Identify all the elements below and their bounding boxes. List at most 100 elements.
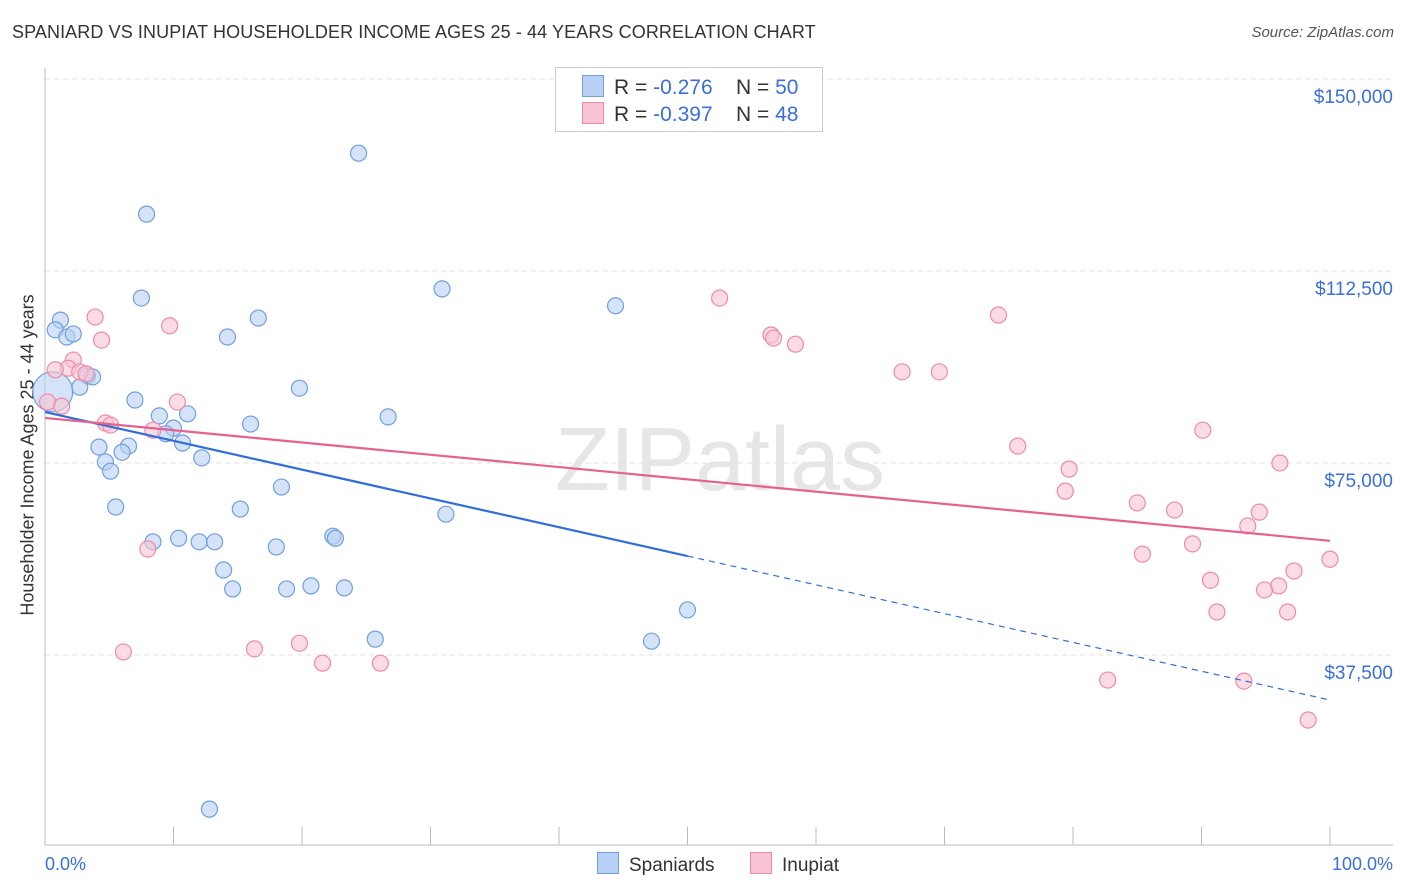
n-label: N = — [736, 76, 770, 99]
spaniards-point — [101, 462, 120, 480]
spaniards-trend-line — [44, 410, 688, 558]
legend-swatch-blue — [597, 852, 619, 874]
spaniards-point — [242, 415, 260, 433]
bottom-legend-spaniards[interactable]: Spaniards — [597, 852, 715, 877]
inupiat-point — [1194, 421, 1212, 439]
spaniards-point — [231, 500, 249, 518]
spaniards-point — [277, 580, 296, 598]
spaniards-point — [437, 505, 455, 523]
inupiat-point — [92, 331, 111, 349]
inupiat-point — [46, 361, 64, 379]
inupiat-point — [1250, 503, 1268, 521]
r-label: R = — [614, 76, 648, 99]
inupiat-point — [1201, 571, 1220, 589]
spaniards-trend-line-dashed — [687, 555, 1331, 701]
x-tick-label-min: 0.0% — [45, 854, 86, 874]
spaniards-point — [290, 379, 309, 397]
source-label: Source: ZipAtlas.com — [1251, 24, 1394, 41]
legend-swatch-blue — [582, 75, 604, 97]
watermark: ZIPatlas — [555, 410, 885, 510]
inupiat-point — [1235, 672, 1253, 690]
spaniards-point — [132, 289, 150, 307]
spaniards-point — [179, 405, 197, 423]
chart-title: SPANIARD VS INUPIAT HOUSEHOLDER INCOME A… — [12, 22, 816, 42]
spaniards-point — [126, 391, 144, 409]
inupiat-point — [1255, 581, 1274, 599]
inupiat-point — [161, 317, 179, 335]
r-value: -0.397 — [653, 103, 713, 126]
legend-swatch-pink — [582, 102, 604, 124]
inupiat-point — [1056, 482, 1074, 500]
inupiat-point — [290, 634, 309, 652]
legend-label: Spaniards — [629, 855, 715, 876]
spaniards-point — [193, 449, 211, 467]
y-tick-label: $150,000 — [1314, 87, 1393, 108]
inupiat-trend-line — [44, 416, 1331, 542]
inupiat-point — [1183, 535, 1202, 553]
legend-label: Inupiat — [782, 855, 840, 876]
inupiat-point — [786, 335, 805, 353]
spaniards-point — [433, 280, 451, 298]
n-value: 50 — [775, 76, 799, 99]
inupiat-point — [371, 654, 389, 672]
inupiat-point — [764, 329, 783, 347]
spaniards-point — [272, 478, 291, 496]
spaniards-point — [170, 529, 188, 547]
spaniards-point — [678, 601, 697, 619]
y-tick-label: $37,500 — [1324, 663, 1393, 684]
inupiat-point — [53, 397, 71, 415]
legend: R = -0.276 N = 50 R = -0.397 N = 48 — [555, 67, 823, 132]
spaniards-point — [206, 533, 224, 551]
spaniards-point — [326, 529, 345, 547]
spaniards-point — [64, 325, 82, 343]
inupiat-point — [1133, 545, 1151, 563]
inupiat-point — [1285, 562, 1303, 580]
spaniards-point — [366, 630, 384, 648]
spaniards-point — [200, 800, 219, 818]
spaniards-point — [249, 309, 267, 327]
spaniards-point — [379, 408, 397, 426]
inupiat-point — [313, 654, 332, 672]
inupiat-point — [114, 643, 132, 661]
spaniards-point — [190, 533, 208, 551]
legend-swatch-pink — [750, 852, 772, 874]
inupiat-point — [168, 393, 186, 411]
spaniards-point — [335, 579, 354, 597]
inupiat-point — [1009, 437, 1027, 455]
spaniards-point — [642, 632, 661, 650]
spaniards-point — [224, 580, 242, 598]
spaniards-point — [302, 577, 320, 595]
x-tick-label-max: 100.0% — [1332, 854, 1393, 874]
spaniards-point — [267, 538, 285, 556]
inupiat-point — [1278, 603, 1297, 621]
n-value: 48 — [775, 103, 799, 126]
inupiat-point — [1165, 501, 1184, 519]
n-label: N = — [736, 103, 770, 126]
inupiat-point — [1208, 603, 1226, 621]
spaniards-point — [113, 443, 131, 461]
inupiat-point — [245, 640, 264, 658]
inupiat-point — [1269, 577, 1288, 595]
spaniards-point — [137, 205, 156, 223]
inupiat-point — [38, 393, 57, 411]
y-tick-label: $75,000 — [1324, 471, 1393, 492]
spaniards-point — [90, 438, 108, 456]
inupiat-point — [1128, 494, 1146, 512]
spaniards-point — [215, 561, 233, 579]
spaniards-point — [606, 297, 625, 315]
spaniards-point — [349, 144, 368, 162]
inupiat-point — [989, 306, 1008, 324]
inupiat-point — [1060, 460, 1078, 478]
inupiat-point — [1099, 671, 1117, 689]
inupiat-point — [1271, 454, 1289, 472]
inupiat-point — [1299, 711, 1317, 729]
bottom-legend-inupiat[interactable]: Inupiat — [750, 852, 839, 877]
inupiat-point — [711, 289, 729, 307]
spaniards-point — [218, 328, 237, 346]
spaniards-point — [150, 407, 168, 425]
inupiat-point — [1321, 550, 1339, 568]
legend-row-inupiat: R = -0.397 N = 48 — [582, 102, 798, 127]
inupiat-point — [139, 540, 157, 558]
inupiat-point — [77, 365, 95, 383]
